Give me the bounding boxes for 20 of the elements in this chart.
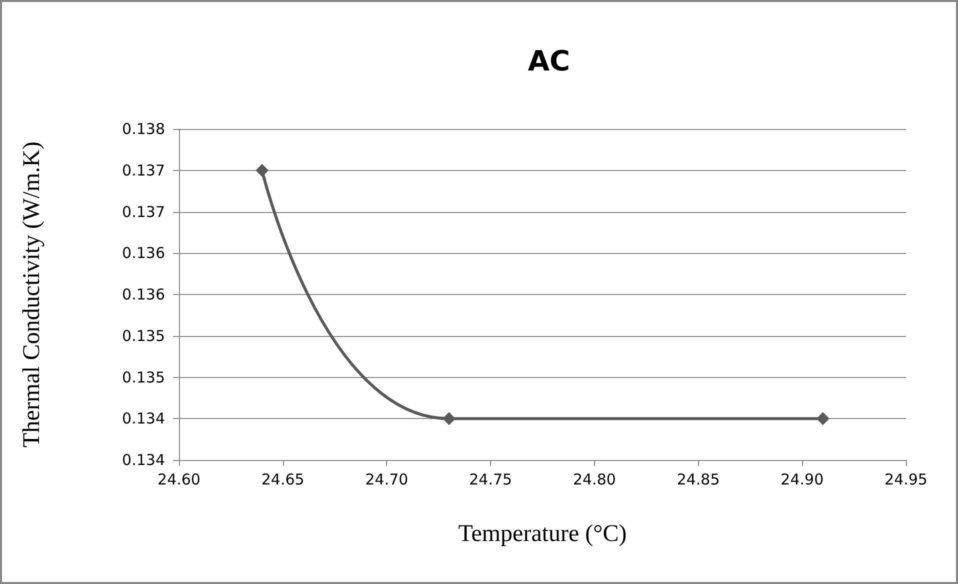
x-tick-label: 24.60 bbox=[158, 470, 200, 488]
y-tick-label: 0.136 bbox=[122, 286, 165, 304]
x-tick-label: 24.75 bbox=[469, 470, 512, 488]
y-tick-label: 0.138 bbox=[122, 120, 165, 138]
y-tick-label: 0.137 bbox=[122, 161, 165, 180]
y-tick-label: 0.137 bbox=[122, 202, 165, 221]
x-tick-label: 24.90 bbox=[780, 470, 824, 488]
y-tick-label: 0.135 bbox=[122, 326, 165, 345]
x-tick-label: 24.85 bbox=[676, 470, 720, 488]
y-tick-label: 0.134 bbox=[122, 410, 165, 428]
x-tick-label: 24.70 bbox=[365, 470, 408, 488]
x-tick-label: 24.80 bbox=[572, 470, 616, 488]
y-tick-label: 0.134 bbox=[122, 451, 165, 469]
x-tick-label: 24.95 bbox=[884, 470, 928, 488]
x-axis-title: Temperature (°C) bbox=[458, 521, 627, 547]
y-tick-label: 0.136 bbox=[122, 244, 165, 262]
chart-title: AC bbox=[528, 44, 570, 78]
y-tick-label: 0.135 bbox=[122, 368, 165, 386]
x-tick-label: 24.65 bbox=[261, 470, 304, 488]
y-axis-title: Thermal Conductivity (W/m.K) bbox=[19, 142, 45, 448]
